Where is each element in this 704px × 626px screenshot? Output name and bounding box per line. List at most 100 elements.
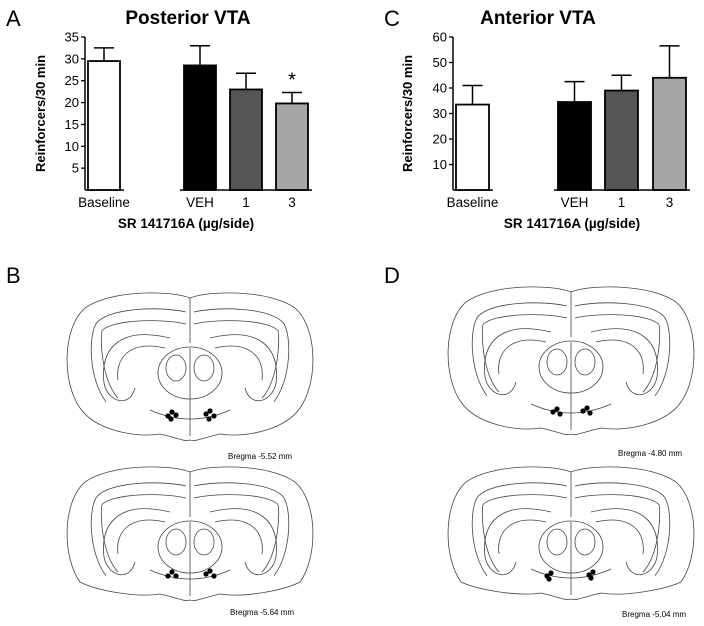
midbrain-nucleus	[165, 354, 187, 382]
injection-site-dot	[211, 413, 217, 419]
y-tick-label: 35	[65, 30, 79, 45]
y-tick-label: 20	[433, 132, 447, 147]
x-tick-label: 1	[618, 195, 626, 210]
hippocampus-left	[103, 508, 171, 575]
injection-site-dot	[169, 569, 175, 575]
x-tick-label: 1	[242, 195, 250, 210]
x-axis-label: SR 141716A (µg/side)	[118, 216, 254, 231]
bar-veh	[557, 101, 592, 191]
injection-site-dot	[211, 573, 217, 579]
injection-site-dot	[557, 411, 563, 417]
bregma-label-d-bottom: Bregma -5.04 mm	[622, 610, 687, 619]
anterior-vta-chart: Anterior VTA 10 20 30 40 50 60 Reinforcers/30 m…	[400, 8, 690, 231]
injection-sites	[550, 405, 593, 417]
injection-site-dot	[588, 575, 594, 581]
hippocampus-left	[484, 328, 552, 395]
chart-title: Anterior VTA	[480, 8, 596, 29]
panel-letter-b: B	[6, 263, 21, 288]
cortex-layer	[90, 308, 187, 403]
posterior-vta-chart: Posterior VTA 5 10 15 20 25 30 35 Reinforcers/30…	[33, 8, 312, 231]
y-tick-label: 60	[433, 30, 447, 45]
brain-outline	[66, 292, 314, 441]
injection-site-dot	[165, 573, 171, 579]
cortex-left	[66, 292, 191, 441]
bregma-label-b-top: Bregma -5.52 mm	[228, 452, 293, 461]
x-tick-label: VEH	[186, 195, 214, 210]
bregma-label-d-top: Bregma -4.80 mm	[618, 449, 683, 458]
x-tick-label: Baseline	[78, 195, 130, 210]
injection-site-dot	[169, 409, 175, 415]
brain-outline	[447, 286, 695, 435]
x-tick-label: 3	[666, 195, 674, 210]
cortex-layer	[471, 302, 568, 397]
significance-marker: *	[288, 70, 296, 92]
cortex-right	[189, 466, 314, 601]
cortex-layer	[574, 494, 661, 573]
x-tick-label: 3	[288, 195, 296, 210]
hippocampus-right	[209, 508, 277, 575]
x-axis-label: SR 141716A (µg/side)	[504, 216, 640, 231]
cortex-left	[447, 466, 572, 600]
panel-letter-d: D	[384, 263, 400, 288]
cortex-layer	[193, 482, 290, 577]
y-tick-label: 20	[65, 95, 79, 110]
injection-sites	[165, 568, 217, 579]
brain-outline	[66, 466, 314, 601]
y-tick-label: 50	[433, 55, 447, 70]
hippocampus-right	[590, 508, 658, 575]
midbrain-nucleus	[574, 348, 596, 376]
cortex-layer	[481, 314, 568, 393]
cortex-layer	[193, 308, 290, 403]
injection-site-dot	[548, 570, 554, 576]
y-tick-label: 15	[65, 117, 79, 132]
y-tick-label: 25	[65, 73, 79, 88]
cortex-layer	[574, 302, 671, 397]
midbrain-nucleus	[193, 528, 215, 556]
cortex-left	[447, 286, 572, 435]
midbrain-nucleus	[193, 354, 215, 382]
hippocampus-right	[209, 334, 277, 401]
hippocampus-right	[590, 328, 658, 395]
cortex-right	[570, 466, 695, 600]
y-tick-label: 10	[433, 157, 447, 172]
brain-section-d-top	[447, 286, 695, 435]
injection-site-dot	[584, 405, 590, 411]
hippocampus-layer	[595, 519, 644, 555]
cortex-layer	[471, 482, 568, 577]
injection-site-dot	[207, 568, 213, 574]
hippocampus-layer	[595, 339, 644, 375]
injection-site-dot	[168, 416, 174, 422]
y-axis-label: Reinforcers/30 min	[400, 55, 415, 172]
bregma-label-b-bottom: Bregma -5.64 mm	[230, 608, 295, 617]
hippocampus-left	[484, 508, 552, 575]
injection-site-dot	[173, 573, 179, 579]
bar-3	[652, 76, 687, 191]
y-tick-label: 5	[72, 161, 79, 176]
injection-site-dot	[546, 576, 552, 582]
cortex-layer	[90, 482, 187, 577]
injection-site-dot	[206, 416, 212, 422]
hippocampus-layer	[214, 519, 263, 555]
brain-section-d-bottom	[447, 466, 695, 600]
injection-site-dot	[580, 408, 586, 414]
midbrain-nucleus	[546, 528, 568, 556]
injection-site-dot	[203, 571, 209, 577]
chart-title: Posterior VTA	[125, 8, 251, 29]
cortex-left	[66, 466, 191, 601]
bar-3	[275, 102, 309, 191]
cortex-layer	[574, 314, 661, 393]
brain-section-b-top	[66, 292, 314, 441]
x-tick-label: Baseline	[447, 195, 499, 210]
x-tick-label: VEH	[561, 195, 589, 210]
y-tick-label: 30	[433, 106, 447, 121]
hippocampus-layer	[117, 519, 166, 555]
bar-veh	[183, 64, 217, 191]
injection-sites	[544, 569, 596, 582]
hippocampus-layer	[214, 345, 263, 381]
injection-sites	[165, 408, 217, 422]
injection-site-dot	[587, 410, 593, 416]
cortex-right	[189, 292, 314, 441]
hippocampus-left	[103, 334, 171, 401]
injection-site-dot	[550, 409, 556, 415]
hippocampus-layer	[498, 519, 547, 555]
